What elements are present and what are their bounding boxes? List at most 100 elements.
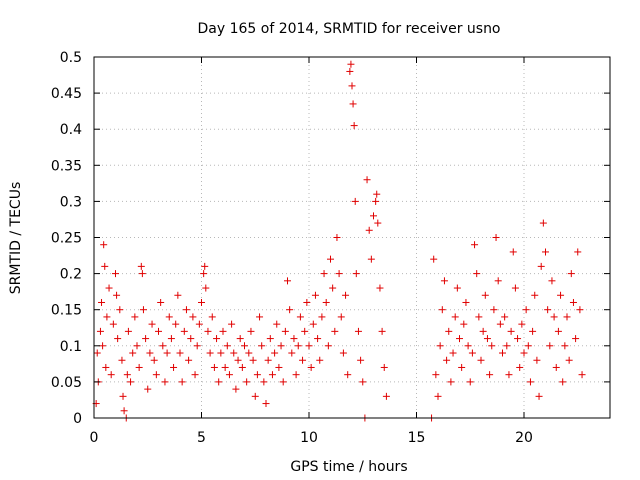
data-point [258,342,266,350]
data-point [458,363,466,371]
data-point [271,349,279,357]
data-point [225,371,233,379]
data-point [116,306,124,314]
data-point [460,320,468,328]
data-point [475,313,483,321]
data-point [157,298,165,306]
data-point [159,342,167,350]
y-axis: 0 0.05 0.1 0.15 0.2 0.25 0.3 0.35 0.4 0.45 0.5 [51,50,610,427]
data-point [217,349,225,357]
data-point [449,349,457,357]
data-point [161,378,169,386]
data-point [208,313,216,321]
data-point [264,356,272,364]
data-point [266,335,274,343]
data-point [376,284,384,292]
data-point [277,342,285,350]
data-point [333,234,341,241]
data-point [436,342,444,350]
data-point [351,197,359,205]
y-tick-label: 0.3 [60,194,82,210]
data-point [524,342,532,350]
data-point [492,234,500,241]
data-point [221,363,229,371]
data-point [303,298,311,306]
data-point [260,378,268,386]
data-point [101,262,109,270]
data-point [195,320,203,328]
data-point [232,385,240,393]
data-point [443,356,451,364]
data-point [163,349,171,357]
data-point [464,342,472,350]
data-points [92,60,586,422]
data-point [148,320,156,328]
data-point [213,335,221,343]
data-point [554,327,562,335]
y-tick-label: 0.15 [51,303,82,319]
data-point [114,335,122,343]
data-point [193,342,201,350]
data-point [219,327,227,335]
data-point [185,356,193,364]
grid [94,57,610,418]
data-point [468,349,476,357]
data-point [335,270,343,278]
x-tick-label: 10 [300,430,318,446]
y-tick-label: 0.45 [51,86,82,102]
data-point [275,363,283,371]
data-point [189,313,197,321]
data-point [486,371,494,379]
data-point [294,342,302,350]
plot-frame [93,56,611,419]
data-point [370,212,377,220]
data-point [129,349,137,357]
data-point [473,270,481,278]
data-point [447,378,455,386]
data-point [352,270,360,278]
data-point [107,371,115,379]
data-point [139,306,147,314]
data-point [243,378,251,386]
data-point [438,306,446,314]
data-point [342,291,350,299]
data-point [290,335,298,343]
data-point [531,291,539,299]
data-point [557,291,565,299]
data-point [152,371,160,379]
data-point [363,176,371,184]
data-point [430,255,438,263]
data-point [93,349,101,357]
data-point [142,335,150,343]
data-point [501,313,509,321]
data-point [526,378,534,386]
data-point [172,320,180,328]
x-tick-label: 0 [90,430,99,446]
data-point [284,277,291,285]
data-point [567,270,575,278]
data-point [544,306,552,314]
data-point [316,356,324,364]
data-point [522,306,530,314]
data-point [520,349,528,357]
y-tick-label: 0 [73,411,82,427]
data-point [346,67,354,75]
data-point [348,82,356,90]
data-point [311,291,319,299]
data-point [100,241,108,249]
data-point [247,327,255,335]
data-point [155,327,162,335]
data-point [176,349,184,357]
x-tick-label: 5 [197,430,206,446]
data-point [113,291,121,299]
data-point [344,371,352,379]
data-point [529,327,537,335]
y-tick-label: 0.05 [51,375,82,391]
data-point [490,306,498,314]
y-tick-label: 0.5 [60,50,82,66]
data-point [445,327,453,335]
data-point [537,262,545,270]
data-point [507,327,515,335]
data-point [204,327,212,335]
data-point [337,313,345,321]
